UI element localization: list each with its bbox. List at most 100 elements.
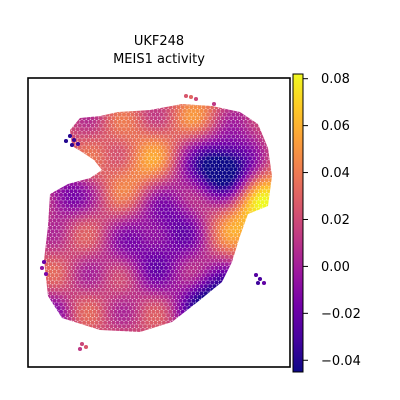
- tissue-spot: [212, 196, 217, 201]
- tissue-spot: [161, 247, 166, 252]
- tissue-spot: [256, 98, 260, 102]
- tissue-spot: [191, 145, 196, 150]
- tissue-spot: [69, 203, 74, 208]
- tissue-spot: [140, 284, 145, 289]
- tissue-spot: [90, 167, 95, 172]
- tissue-spot: [113, 119, 118, 124]
- tissue-spot: [182, 108, 187, 113]
- tissue-spot: [187, 152, 192, 157]
- tissue-spot: [88, 295, 93, 300]
- tissue-spot: [134, 302, 139, 307]
- tissue-spot: [52, 291, 57, 296]
- tissue-spot: [199, 145, 204, 150]
- tissue-spot: [48, 196, 53, 201]
- tissue-spot: [63, 287, 68, 292]
- tissue-spot: [113, 324, 118, 329]
- tissue-spot: [197, 280, 202, 285]
- tissue-spot: [250, 218, 255, 223]
- tissue-spot: [63, 98, 67, 102]
- tissue-spot: [275, 233, 279, 237]
- tissue-spot: [176, 134, 181, 139]
- tissue-spot: [98, 320, 103, 325]
- tissue-spot: [94, 196, 99, 201]
- tissue-spot: [38, 105, 42, 109]
- tissue-spot: [187, 189, 192, 194]
- tissue-spot: [56, 138, 61, 143]
- tissue-spot: [172, 316, 177, 322]
- tissue-spot: [250, 108, 255, 113]
- tissue-spot: [71, 236, 76, 241]
- tissue-spot: [262, 291, 267, 296]
- tissue-spot: [212, 152, 217, 157]
- tissue-spot: [262, 320, 267, 325]
- tissue-spot: [48, 276, 53, 281]
- tissue-spot: [180, 243, 185, 249]
- tissue-spot: [140, 218, 145, 223]
- tissue-spot: [96, 207, 101, 212]
- tissue-spot: [159, 156, 164, 161]
- tissue-spot: [71, 229, 76, 234]
- tissue-spot: [235, 287, 240, 292]
- tissue-spot: [44, 284, 45, 289]
- tissue-spot: [273, 222, 277, 226]
- tissue-spot: [172, 280, 177, 285]
- tissue-spot: [157, 247, 162, 252]
- tissue-spot: [182, 104, 187, 106]
- tissue-spot: [67, 331, 72, 332]
- tissue-spot: [44, 112, 47, 117]
- tissue-spot: [147, 141, 152, 146]
- tissue-spot: [203, 225, 208, 230]
- tissue-spot: [166, 327, 171, 332]
- tissue-spot: [69, 240, 74, 245]
- tissue-spot: [231, 105, 236, 110]
- tissue-spot: [178, 225, 183, 230]
- tissue-spot: [174, 130, 179, 135]
- tissue-spot: [44, 138, 49, 143]
- tissue-spot: [210, 170, 215, 176]
- tissue-spot: [226, 185, 232, 190]
- tissue-spot: [44, 152, 45, 157]
- tissue-spot: [241, 211, 246, 216]
- tissue-spot: [197, 134, 202, 139]
- tissue-spot: [210, 105, 215, 110]
- tissue-spot: [79, 341, 85, 347]
- tissue-spot: [56, 247, 61, 252]
- tissue-spot: [218, 192, 223, 197]
- tissue-spot: [264, 265, 269, 270]
- tissue-spot: [222, 273, 227, 278]
- tissue-spot: [218, 316, 223, 322]
- tissue-spot: [229, 254, 234, 259]
- tissue-spot: [103, 306, 108, 311]
- tissue-spot: [205, 265, 211, 270]
- tissue-spot: [256, 324, 261, 329]
- tissue-spot: [243, 134, 248, 139]
- tissue-spot: [124, 306, 129, 311]
- tissue-spot: [113, 127, 118, 132]
- tissue-spot: [113, 331, 118, 332]
- tissue-spot: [178, 276, 183, 281]
- tissue-spot: [163, 214, 169, 219]
- tissue-spot: [100, 258, 106, 263]
- tissue-spot: [226, 324, 232, 329]
- tissue-spot: [220, 254, 225, 259]
- tissue-spot: [256, 243, 261, 249]
- tissue-spot: [229, 269, 234, 274]
- tissue-spot: [191, 218, 196, 223]
- tissue-spot: [151, 178, 156, 183]
- tissue-spot: [136, 138, 141, 143]
- tissue-spot: [231, 324, 236, 329]
- tissue-spot: [268, 134, 272, 139]
- tissue-spot: [82, 104, 87, 106]
- tissue-spot: [208, 240, 213, 245]
- tissue-spot: [54, 112, 59, 117]
- tissue-spot: [128, 108, 133, 113]
- tissue-spot: [172, 236, 177, 241]
- tissue-spot: [138, 251, 143, 256]
- tissue-spot: [187, 247, 192, 252]
- tissue-spot: [113, 134, 118, 139]
- tissue-spot: [115, 233, 120, 238]
- tissue-spot: [100, 251, 106, 256]
- tissue-spot: [117, 236, 122, 241]
- tissue-spot: [212, 284, 217, 289]
- tissue-spot: [224, 181, 229, 186]
